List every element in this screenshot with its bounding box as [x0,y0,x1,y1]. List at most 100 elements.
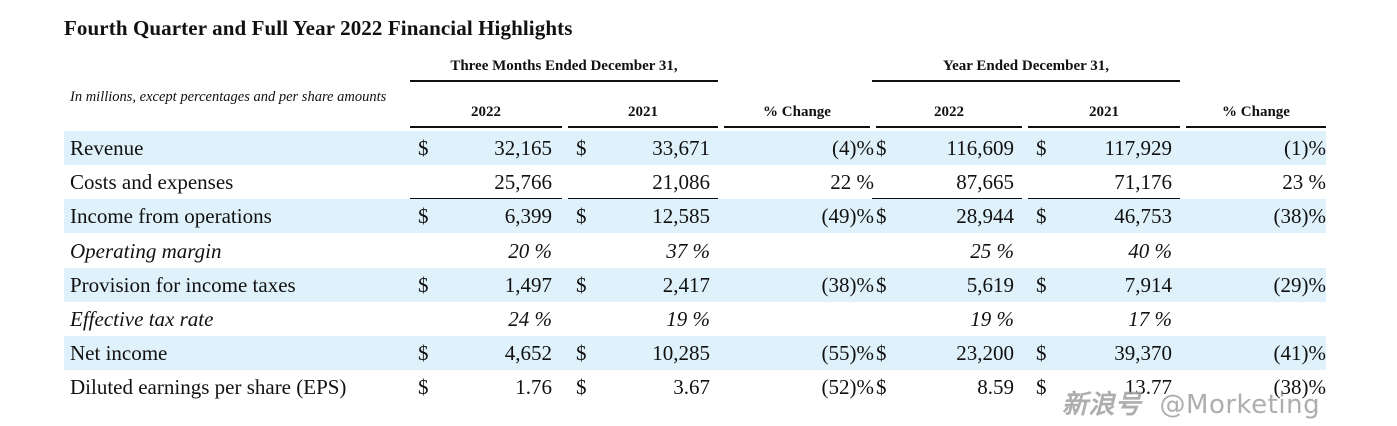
cell-d2: $ [576,136,587,160]
cell-d2 [576,234,596,268]
cell-d4 [1036,165,1056,199]
cell-d2: $ [576,375,587,400]
cell-d3 [876,302,896,336]
subtotal-rule [872,197,1022,200]
cell-d2: $ [576,272,587,297]
cell-y21: 71,176 [1114,170,1172,195]
cell-d3: $ [876,136,887,160]
subtotal-rule [568,197,718,200]
cell-q22: 32,165 [494,136,552,160]
cell-d1 [418,234,438,268]
table-row: Effective tax rate 24 % 19 % 19 % 17 % [64,302,1326,336]
col-header-y-change: % Change [1186,104,1326,128]
cell-d4: $ [1036,341,1047,366]
cell-d2 [576,165,596,199]
cell-d3: $ [876,272,887,297]
cell-q22: 20 % [508,238,552,263]
cell-d3: $ [876,341,887,366]
col-header-y2022: 2022 [876,104,1022,128]
row-label: Provision for income taxes [70,272,296,297]
col-header-q2021: 2021 [568,104,718,128]
cell-d4 [1036,234,1056,268]
cell-q21: 21,086 [652,170,710,195]
cell-q21: 10,285 [652,341,710,366]
row-label: Income from operations [70,204,272,229]
cell-d4: $ [1036,375,1047,400]
cell-q21: 2,417 [662,272,710,297]
table-row: Diluted earnings per share (EPS) $1.76 $3.… [64,370,1326,404]
cell-ychg: (29)% [1273,272,1326,297]
cell-q21: 33,671 [652,136,710,160]
cell-ychg: 23 % [1282,170,1326,195]
cell-y22: 116,609 [946,136,1014,160]
cell-y22: 19 % [970,307,1014,331]
cell-ychg: (38)% [1273,204,1326,229]
cell-q22: 6,399 [504,204,552,229]
cell-d4: $ [1036,272,1047,297]
cell-y21: 7,914 [1124,272,1172,297]
row-label: Effective tax rate [70,307,214,331]
three-months-header: Three Months Ended December 31, [410,58,718,82]
watermark-handle: @Morketing [1159,390,1321,420]
cell-qchg: (55)% [821,341,874,366]
cell-y21: 17 % [1128,307,1172,331]
cell-d4: $ [1036,136,1047,160]
cell-d3: $ [876,204,887,229]
cell-y22: 28,944 [956,204,1014,229]
page-title: Fourth Quarter and Full Year 2022 Financ… [64,16,573,40]
table-row: Revenue $32,165 $33,671 (4)% $116,609 $117,92… [64,131,1326,165]
year-ended-header: Year Ended December 31, [872,58,1180,82]
cell-d3: $ [876,375,887,400]
subtotal-rule [1028,197,1180,200]
cell-ychg: (38)% [1273,375,1326,400]
cell-y22: 23,200 [956,341,1014,366]
cell-d2: $ [576,341,587,366]
cell-d1: $ [418,341,429,366]
subtotal-rule [410,197,562,200]
cell-y21: 40 % [1128,238,1172,263]
cell-y22: 25 % [970,238,1014,263]
cell-q22: 1,497 [504,272,552,297]
watermark-cn: 新浪号 [1062,390,1142,420]
cell-y21: 46,753 [1114,204,1172,229]
cell-d4: $ [1036,204,1047,229]
cell-d1 [418,302,438,336]
cell-d1: $ [418,136,429,160]
cell-q22: 25,766 [494,170,552,195]
col-header-q-change: % Change [724,104,870,128]
cell-d2: $ [576,204,587,229]
table-row: Income from operations $6,399 $12,585 (49)%… [64,199,1326,234]
cell-y21: 39,370 [1114,341,1172,366]
cell-y22: 5,619 [966,272,1014,297]
cell-d4 [1036,302,1056,336]
cell-d3 [876,165,896,199]
cell-qchg: (4)% [832,136,874,160]
cell-q22: 1.76 [515,375,552,400]
cell-ychg: (1)% [1284,136,1326,160]
row-label: Net income [70,341,168,366]
row-label: Diluted earnings per share (EPS) [70,375,347,400]
cell-d1: $ [418,375,429,400]
cell-y21: 117,929 [1104,136,1172,160]
col-header-y2021: 2021 [1028,104,1180,128]
cell-qchg: (49)% [821,204,874,229]
table-row: Costs and expenses 25,766 21,086 22 % 87,665… [64,165,1326,200]
col-header-q2022: 2022 [410,104,562,128]
cell-qchg: (52)% [821,375,874,400]
cell-q21: 37 % [666,238,710,263]
cell-q21: 3.67 [673,375,710,400]
cell-q22: 24 % [508,307,552,331]
row-label: Operating margin [70,238,222,263]
cell-y22: 8.59 [977,375,1014,400]
table-row: Provision for income taxes $1,497 $2,417 (3… [64,267,1326,302]
watermark: 新浪号 @Morketing [1062,384,1320,421]
cell-d1 [418,165,438,199]
table-row: Operating margin 20 % 37 % 25 % 40 % [64,234,1326,268]
cell-q22: 4,652 [504,341,552,366]
cell-q21: 19 % [666,307,710,331]
row-label: Revenue [70,136,144,160]
cell-qchg: 22 % [830,170,874,195]
cell-qchg: (38)% [821,272,874,297]
cell-y22: 87,665 [956,170,1014,195]
cell-q21: 12,585 [652,204,710,229]
